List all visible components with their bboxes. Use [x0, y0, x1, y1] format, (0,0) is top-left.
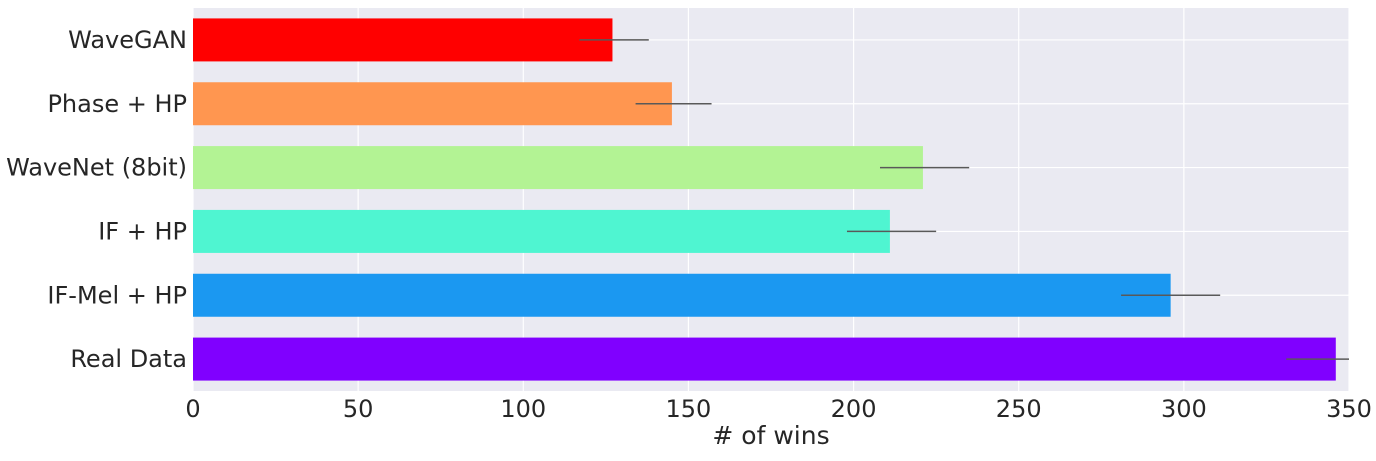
bar — [193, 273, 1171, 317]
y-tick-label: Phase + HP — [47, 90, 187, 118]
bar — [193, 337, 1336, 381]
bar — [193, 82, 672, 126]
x-tick-label: 350 — [1326, 395, 1372, 423]
error-bars — [579, 39, 1349, 360]
x-tick-label: 150 — [666, 395, 712, 423]
x-axis-label: # of wins — [712, 421, 829, 450]
x-tick-labels: 0 50 100 150 200 250 300 350 — [185, 395, 1372, 423]
bar — [193, 209, 890, 253]
x-tick-label: 100 — [500, 395, 546, 423]
y-tick-labels: WaveGAN Phase + HP WaveNet (8bit) IF + HP IF… — [6, 26, 187, 373]
y-tick-label: WaveGAN — [68, 26, 187, 54]
x-tick-label: 250 — [996, 395, 1042, 423]
x-tick-label: 300 — [1161, 395, 1207, 423]
y-tick-label: IF + HP — [98, 217, 187, 245]
y-tick-label: WaveNet (8bit) — [6, 154, 187, 182]
x-tick-label: 50 — [343, 395, 374, 423]
x-tick-label: 200 — [831, 395, 877, 423]
bar — [193, 146, 923, 190]
x-tick-label: 0 — [185, 395, 200, 423]
y-tick-label: Real Data — [70, 345, 187, 373]
plot-area — [193, 8, 1349, 391]
y-tick-label: IF-Mel + HP — [47, 281, 187, 309]
bars — [193, 18, 1336, 381]
bar — [193, 18, 613, 62]
